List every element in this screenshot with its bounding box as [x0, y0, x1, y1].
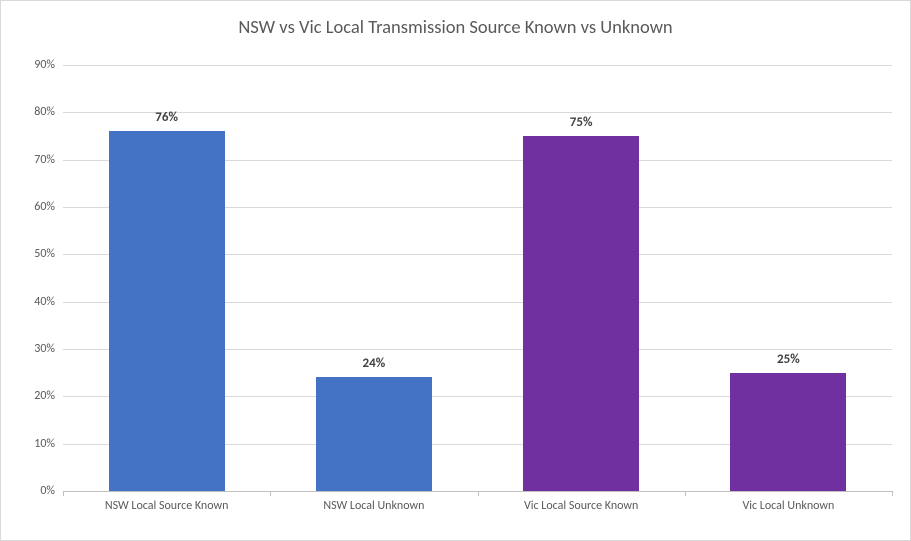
y-axis-tick-label: 60% — [34, 200, 55, 214]
x-axis-tick-mark — [685, 491, 686, 496]
x-axis-tick-label: NSW Local Unknown — [323, 499, 424, 513]
bar: 25% — [730, 373, 846, 491]
chart-title: NSW vs Vic Local Transmission Source Kno… — [1, 1, 910, 46]
y-axis-tick-label: 80% — [34, 105, 55, 119]
x-axis-tick-label: Vic Local Source Known — [524, 499, 638, 513]
x-axis-tick-mark — [478, 491, 479, 496]
gridline — [63, 65, 892, 66]
x-axis-tick-mark — [270, 491, 271, 496]
y-axis-tick-label: 50% — [34, 247, 55, 261]
bar-value-label: 76% — [155, 110, 178, 125]
gridline — [63, 112, 892, 113]
bar: 75% — [523, 136, 639, 491]
x-axis-tick-mark — [892, 491, 893, 496]
x-axis-tick-label: NSW Local Source Known — [105, 499, 229, 513]
y-axis-tick-label: 10% — [34, 437, 55, 451]
bar: 24% — [316, 377, 432, 491]
x-axis-tick-label: Vic Local Unknown — [742, 499, 834, 513]
bar-value-label: 75% — [570, 115, 593, 130]
x-axis-tick-mark — [63, 491, 64, 496]
y-axis-tick-label: 0% — [40, 484, 55, 498]
plot-area: 0%10%20%30%40%50%60%70%80%90%76%NSW Loca… — [63, 65, 892, 492]
bar-value-label: 25% — [777, 352, 800, 367]
bar-value-label: 24% — [363, 356, 386, 371]
y-axis-tick-label: 70% — [34, 153, 55, 167]
chart-container: NSW vs Vic Local Transmission Source Kno… — [0, 0, 911, 541]
bar: 76% — [109, 131, 225, 491]
y-axis-tick-label: 90% — [34, 58, 55, 72]
y-axis-tick-label: 30% — [34, 342, 55, 356]
y-axis-tick-label: 20% — [34, 389, 55, 403]
y-axis-tick-label: 40% — [34, 295, 55, 309]
